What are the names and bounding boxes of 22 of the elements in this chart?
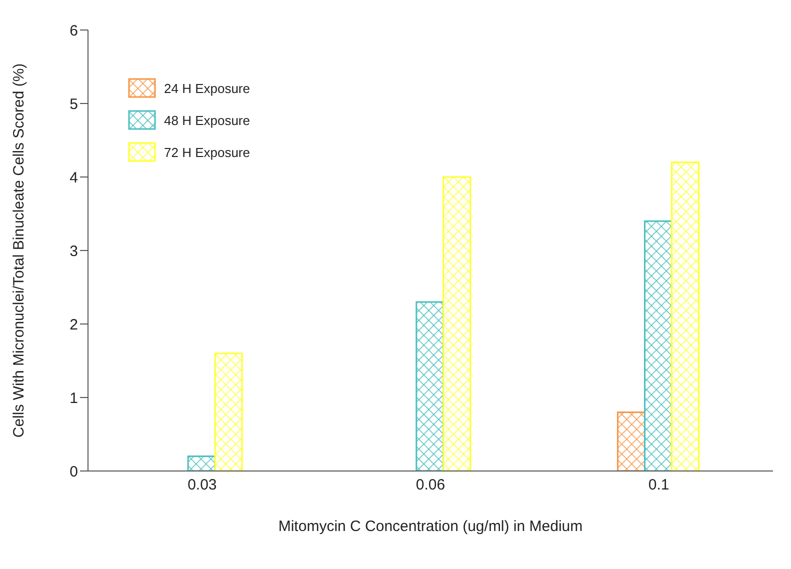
bar [616,411,646,471]
bar [644,220,672,471]
legend-label: 24 H Exposure [164,80,250,96]
y-axis-title: Cells With Micronuclei/Total Binucleate Cells Scored (%) [10,63,28,438]
bar [214,352,243,471]
bar [416,301,444,471]
bar [187,456,216,471]
y-tick-label: 4 [70,169,78,186]
legend-label: 72 H Exposure [164,144,250,160]
bar [442,176,472,471]
y-tick-label: 5 [70,96,78,113]
y-tick-label: 1 [70,390,78,407]
y-tick-label: 2 [70,316,78,334]
x-tick-label: 0.1 [648,476,670,494]
y-tick-label: 0 [70,463,78,480]
bar [670,162,700,471]
y-tick-label: 6 [70,22,78,40]
legend-label: 48 H Exposure [164,112,250,128]
x-tick-label: 0.06 [416,476,446,494]
y-tick-label: 3 [70,242,78,260]
x-tick-label: 0.03 [188,476,217,494]
x-axis-title: Mitomycin C Concentration (ug/ml) in Medium [278,518,583,535]
